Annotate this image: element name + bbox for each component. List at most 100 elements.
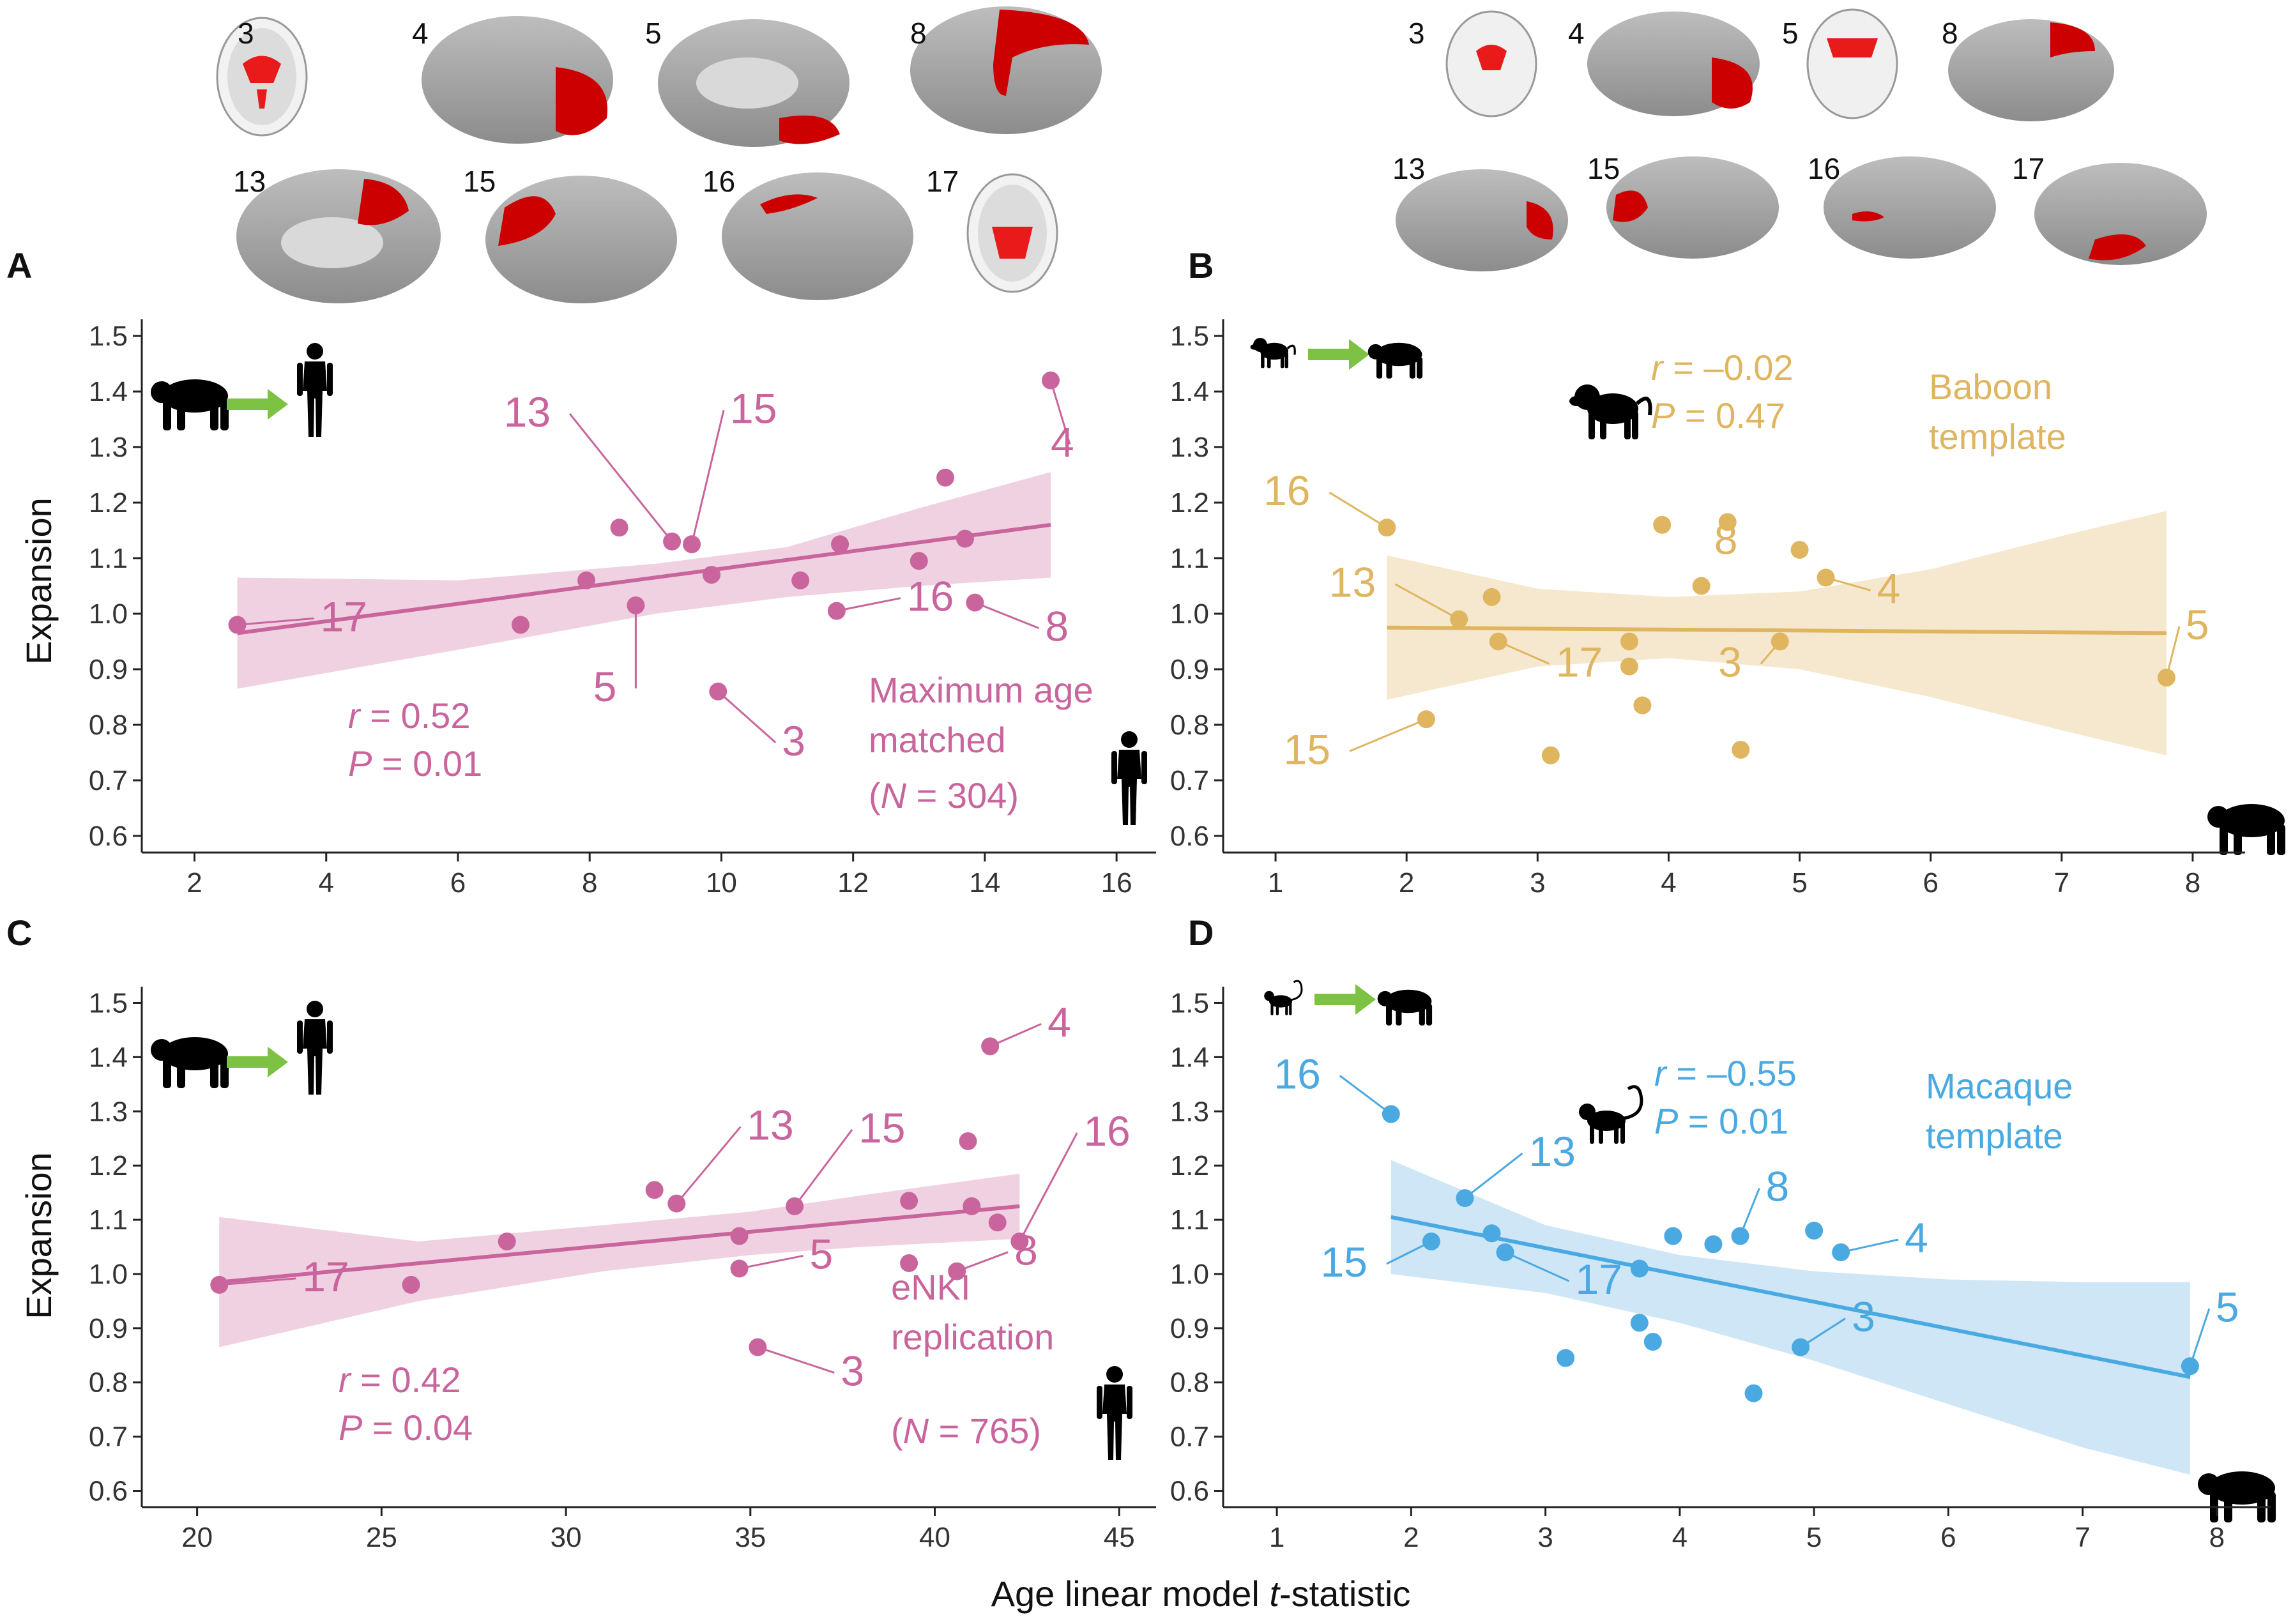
sample-size: (N = 765) bbox=[891, 1411, 1041, 1451]
data-point bbox=[1620, 632, 1638, 651]
brain-label: 16 bbox=[703, 165, 735, 198]
x-axis-title-prefix: Age linear model bbox=[991, 1574, 1270, 1614]
stat-r: r = 0.52 bbox=[348, 695, 470, 736]
panel-d-chart: 0.60.70.80.91.01.11.21.31.41.51 2 3 4 5 6 7 816… bbox=[1170, 987, 2271, 1553]
point-label-leader bbox=[1825, 577, 1871, 591]
data-point bbox=[1718, 513, 1737, 531]
green-arrow-icon bbox=[1314, 984, 1376, 1015]
human-icon bbox=[297, 1001, 333, 1095]
panel-b-chart: 0.6 0.7 0.8 0.9 1.0 1.1 1.2 1.3 1.4 1.5 1 2 3 4 5 6 7 8 16… bbox=[1170, 319, 2245, 899]
panel-annotation: Macaque bbox=[1926, 1066, 2073, 1106]
data-point bbox=[963, 1197, 981, 1215]
panel-c-chart: 0.60.70.80.91.01.11.21.31.41.520 25 30 35 40… bbox=[89, 987, 1156, 1553]
data-point bbox=[900, 1192, 918, 1210]
x-tick-label: 4 bbox=[318, 867, 333, 899]
point-label-leader bbox=[1760, 641, 1781, 665]
point-label: 5 bbox=[593, 663, 617, 710]
lateral-brain-b8 bbox=[1948, 19, 2114, 121]
point-label-leader bbox=[1049, 380, 1071, 445]
point-label: 17 bbox=[302, 1253, 349, 1300]
stat-p-value: = 0.01 bbox=[1678, 1101, 1788, 1141]
data-point bbox=[1704, 1235, 1723, 1254]
point-label: 3 bbox=[841, 1347, 864, 1395]
brain-label: 3 bbox=[238, 17, 254, 50]
lateral-brain-a8 bbox=[910, 6, 1102, 134]
human-icon bbox=[297, 343, 333, 437]
panel-annotation: eNKI bbox=[891, 1267, 971, 1307]
y-tick-label: 1.1 bbox=[1170, 1204, 1209, 1236]
point-label-leader bbox=[1329, 491, 1388, 529]
point-label-leader bbox=[1840, 1238, 1899, 1254]
brain-label: 5 bbox=[645, 17, 662, 50]
point-label: 4 bbox=[1905, 1214, 1928, 1261]
point-label: 13 bbox=[1329, 559, 1376, 606]
lateral-brain-a16 bbox=[722, 172, 913, 300]
y-tick-label: 1.0 bbox=[89, 598, 128, 630]
sample-size-value: = 304 bbox=[906, 775, 1007, 816]
medial-brain-b13 bbox=[1396, 169, 1568, 271]
y-tick-label: 1.4 bbox=[89, 376, 128, 407]
data-point bbox=[1790, 540, 1809, 559]
medial-brain-a13 bbox=[236, 169, 441, 303]
data-point bbox=[610, 519, 628, 537]
panel-annotation: matched bbox=[869, 720, 1006, 760]
data-point bbox=[1482, 1224, 1501, 1243]
brain-thumbnails-b bbox=[1396, 8, 2207, 271]
y-tick-label: 0.8 bbox=[89, 1367, 128, 1399]
point-label: 16 bbox=[907, 573, 954, 620]
point-label: 3 bbox=[1718, 638, 1742, 685]
x-tick-label: 3 bbox=[1530, 867, 1545, 899]
point-label-leader bbox=[1464, 1152, 1523, 1199]
y-tick-label: 1.5 bbox=[89, 321, 128, 352]
y-tick-label: 1.4 bbox=[1170, 376, 1209, 407]
chimpanzee-icon bbox=[1367, 342, 1423, 379]
stat-r-value: = 0.42 bbox=[351, 1360, 461, 1400]
stat-r-value: = –0.02 bbox=[1663, 347, 1794, 388]
sample-size: (N = 304) bbox=[869, 775, 1019, 816]
y-tick-label: 1.4 bbox=[1170, 1042, 1209, 1073]
y-tick-label: 0.7 bbox=[1170, 1422, 1209, 1453]
x-tick-label: 12 bbox=[837, 867, 869, 899]
human-icon bbox=[1111, 731, 1147, 825]
stat-p-value: = 0.01 bbox=[372, 743, 482, 784]
stat-p-value: = 0.47 bbox=[1675, 395, 1785, 436]
point-label-leader bbox=[1498, 641, 1550, 665]
stat-r: r = –0.55 bbox=[1654, 1053, 1797, 1093]
stat-p: P = 0.01 bbox=[348, 743, 482, 784]
point-label: 8 bbox=[1765, 1163, 1789, 1210]
data-point bbox=[1805, 1222, 1824, 1240]
data-point bbox=[910, 552, 928, 570]
stat-p: P = 0.01 bbox=[1654, 1101, 1788, 1141]
x-tick-label: 5 bbox=[1806, 1522, 1822, 1553]
chimpanzee-icon bbox=[1377, 989, 1433, 1026]
x-axis-title: Age linear model t-statistic bbox=[991, 1574, 1411, 1614]
brain-label: 4 bbox=[412, 17, 429, 50]
data-point bbox=[1643, 1333, 1662, 1351]
y-tick-label: 1.5 bbox=[1170, 321, 1209, 352]
y-tick-label: 1.0 bbox=[1170, 1259, 1209, 1290]
regression-line bbox=[1390, 1215, 2191, 1379]
y-tick-label: 1.5 bbox=[1170, 987, 1209, 1019]
x-axis-title-suffix: -statistic bbox=[1279, 1574, 1410, 1614]
point-label: 15 bbox=[1284, 725, 1330, 773]
chimpanzee-icon bbox=[2207, 804, 2285, 855]
point-label: 13 bbox=[747, 1102, 793, 1149]
x-tick-label: 7 bbox=[2054, 867, 2069, 899]
stat-p: P = 0.47 bbox=[1651, 395, 1785, 436]
point-label-leader bbox=[1739, 1187, 1760, 1237]
data-point bbox=[1620, 657, 1638, 676]
stat-r-value: = –0.55 bbox=[1666, 1053, 1797, 1093]
panel-annotation: Maximum age bbox=[869, 670, 1093, 710]
y-tick-label: 0.9 bbox=[1170, 654, 1209, 685]
point-label: 15 bbox=[1320, 1238, 1367, 1286]
confidence-band bbox=[219, 1173, 1020, 1347]
data-point bbox=[900, 1254, 918, 1272]
y-tick-label: 1.2 bbox=[1170, 487, 1209, 519]
point-label: 15 bbox=[858, 1104, 905, 1151]
point-label: 17 bbox=[1556, 638, 1603, 685]
stat-r: r = –0.02 bbox=[1651, 347, 1794, 388]
point-label-leader bbox=[1386, 1240, 1432, 1265]
y-tick-label: 0.6 bbox=[89, 821, 128, 852]
point-label-leader bbox=[974, 602, 1039, 629]
x-tick-label: 10 bbox=[706, 867, 737, 899]
